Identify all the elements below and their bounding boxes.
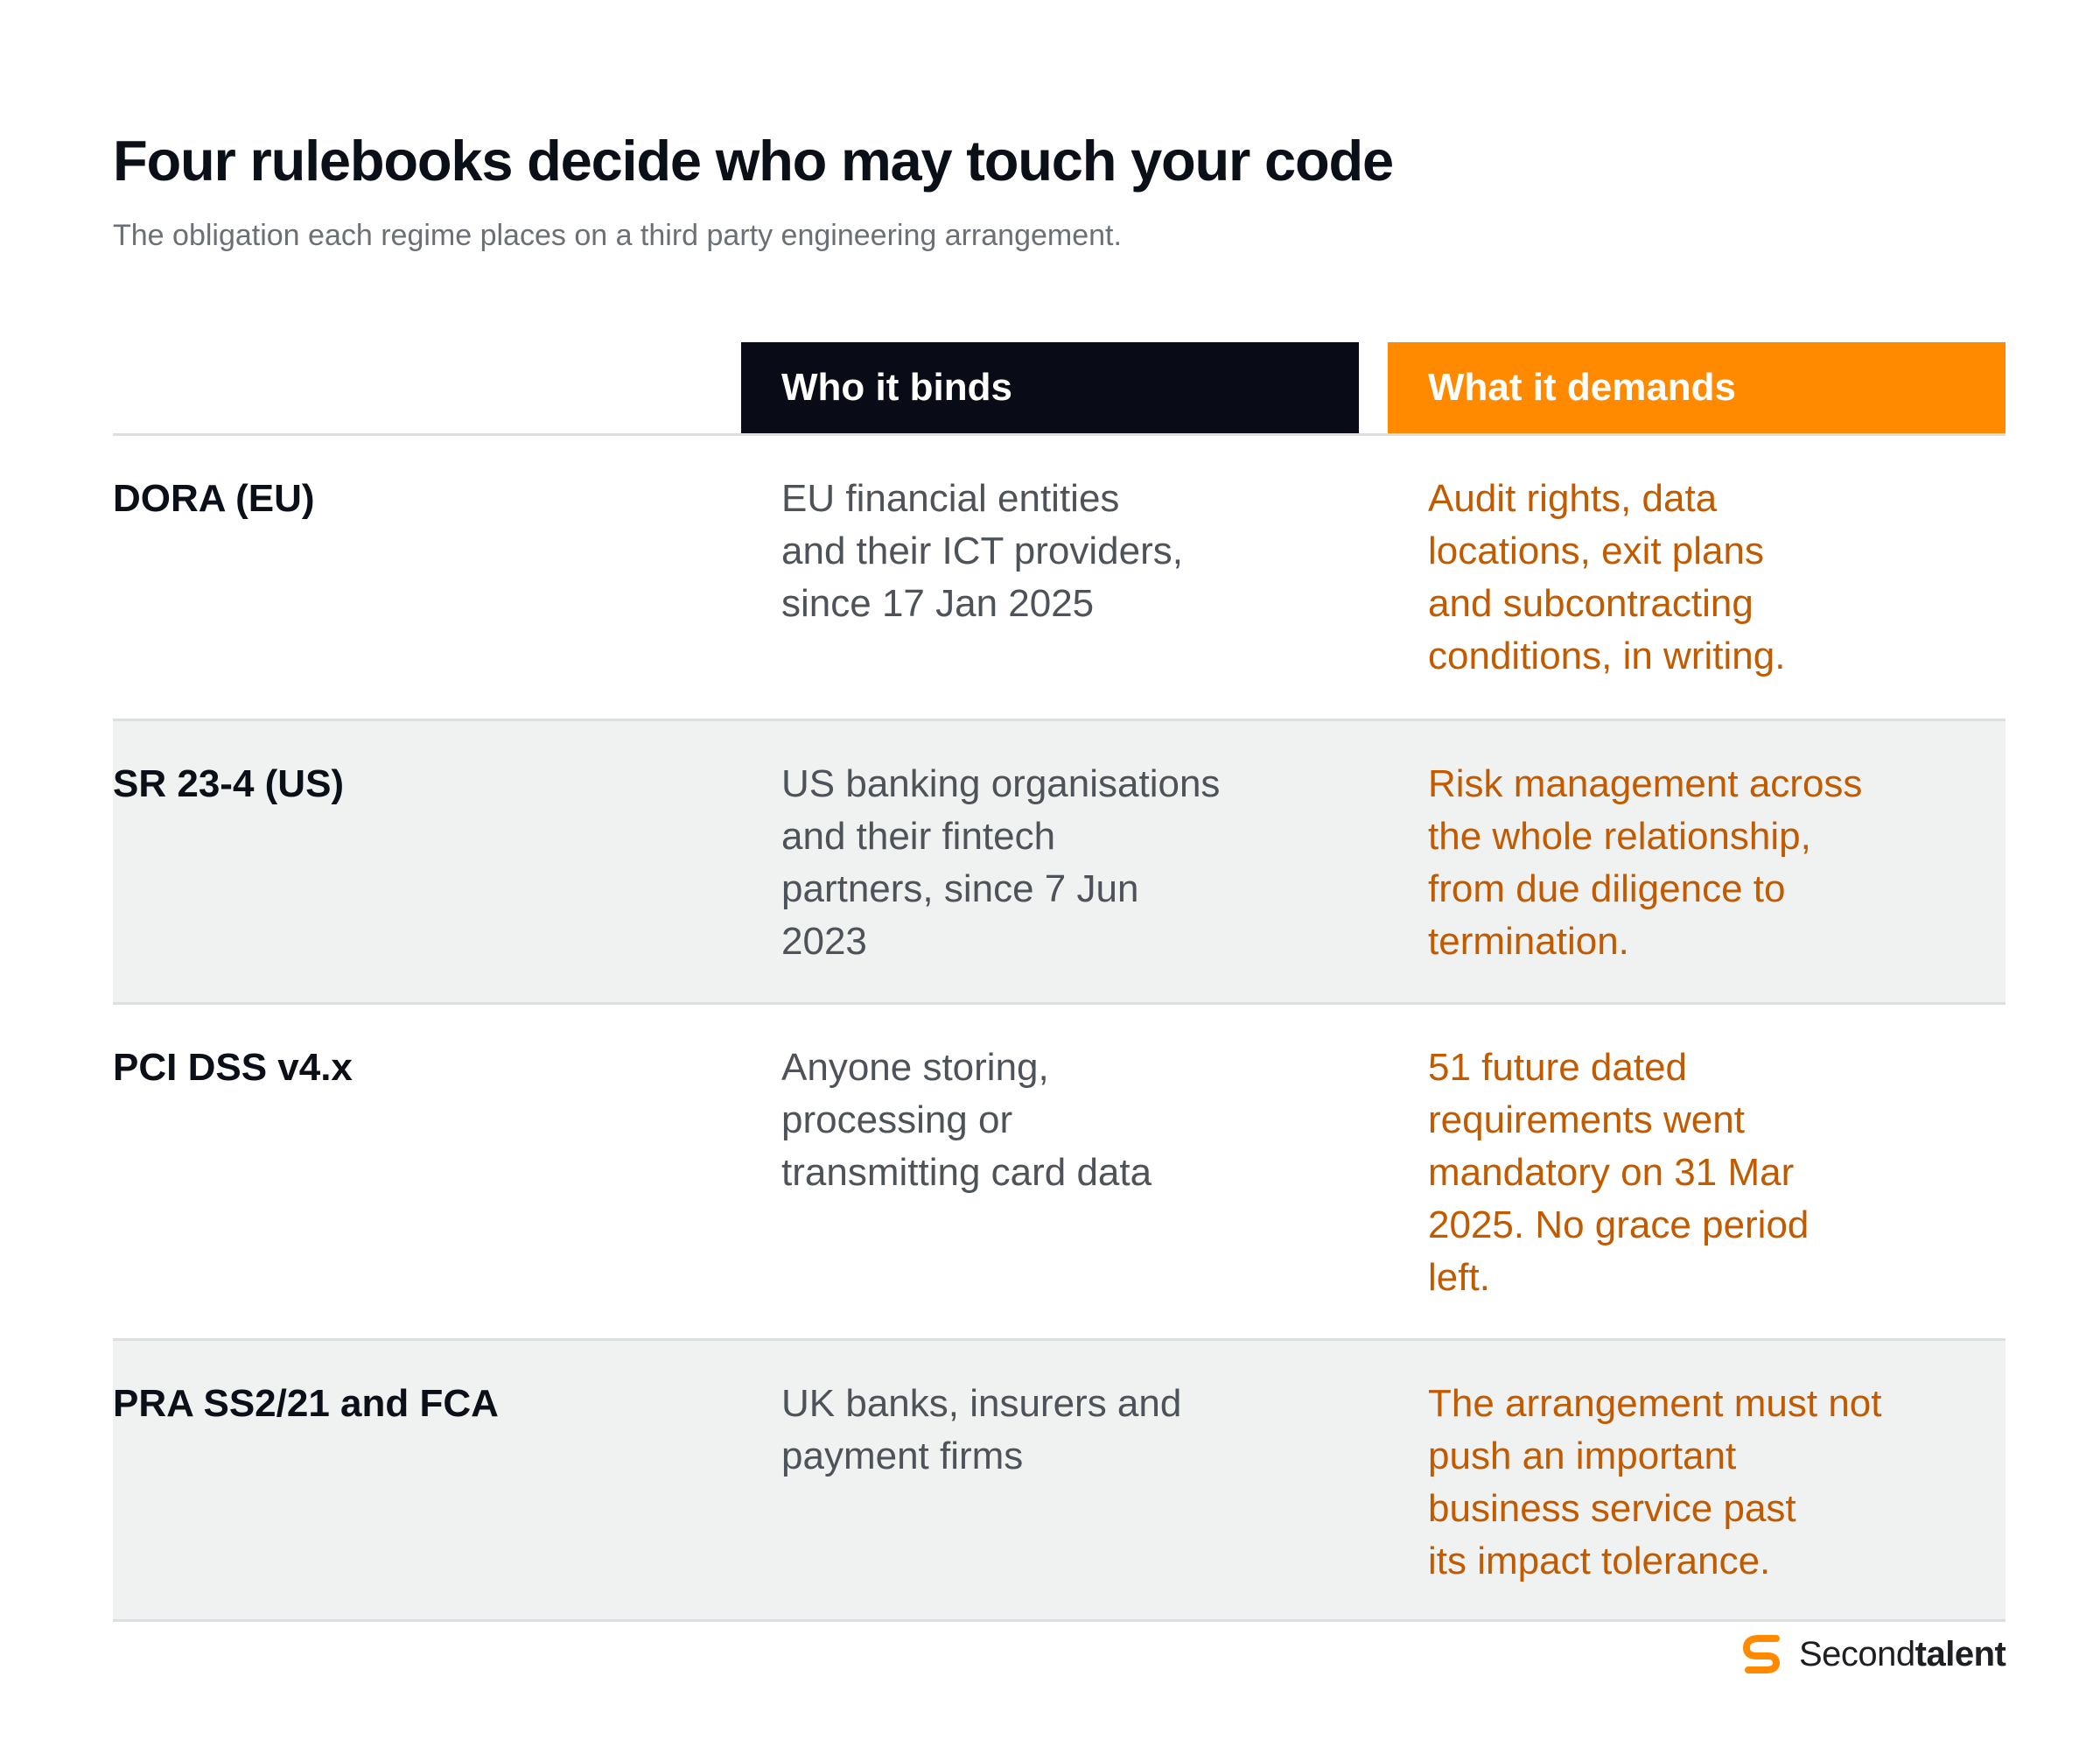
what-it-demands-cell: 51 future dated requirements went mandat…	[1428, 1046, 1810, 1299]
brand-logo: Secondtalent	[1738, 1630, 2006, 1679]
table-row: PCI DSS v4.x Anyone storing, processing …	[113, 1002, 2006, 1338]
column-header-what-it-demands: What it demands	[1388, 342, 2006, 433]
what-it-demands-cell: The arrangement must not push an importa…	[1428, 1382, 1882, 1582]
brand-name: Secondtalent	[1799, 1634, 2006, 1673]
regime-name: DORA (EU)	[113, 477, 315, 520]
regime-name: SR 23-4 (US)	[113, 762, 345, 805]
regime-name: PRA SS2/21 and FCA	[113, 1382, 499, 1425]
who-it-binds-cell: UK banks, insurers and payment firms	[781, 1382, 1182, 1477]
column-header-who-it-binds: Who it binds	[741, 342, 1359, 433]
who-it-binds-cell: Anyone storing, processing or transmitti…	[781, 1046, 1152, 1194]
regime-name: PCI DSS v4.x	[113, 1046, 353, 1089]
who-it-binds-cell: EU financial entities and their ICT prov…	[781, 477, 1183, 625]
page-title: Four rulebooks decide who may touch your…	[113, 129, 1394, 193]
what-it-demands-cell: Risk management across the whole relatio…	[1428, 762, 1863, 963]
table-row: DORA (EU) EU financial entities and thei…	[113, 433, 2006, 719]
table-row: PRA SS2/21 and FCA UK banks, insurers an…	[113, 1338, 2006, 1622]
page-subtitle: The obligation each regime places on a t…	[113, 219, 1122, 252]
secondtalent-s-icon	[1743, 1635, 1780, 1673]
table-row: SR 23-4 (US) US banking organisations an…	[113, 719, 2006, 1002]
who-it-binds-cell: US banking organisations and their finte…	[781, 762, 1221, 963]
what-it-demands-cell: Audit rights, data locations, exit plans…	[1428, 477, 1786, 677]
regulation-table: DORA (EU) EU financial entities and thei…	[113, 433, 2006, 1622]
